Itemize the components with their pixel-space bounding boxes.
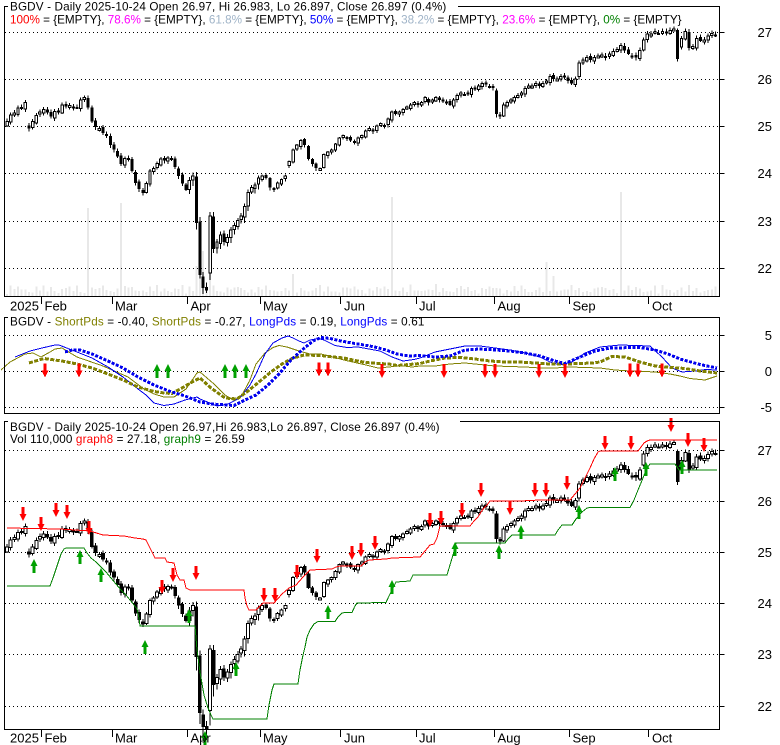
svg-text:100% = {EMPTY}, 78.6% = {EMPTY: 100% = {EMPTY}, 78.6% = {EMPTY}, 61.8% =… (10, 14, 682, 27)
svg-text:May: May (263, 731, 288, 745)
svg-text:Oct: Oct (652, 731, 673, 745)
svg-text:24: 24 (758, 596, 772, 611)
svg-text:23: 23 (758, 647, 772, 662)
svg-text:May: May (263, 299, 288, 314)
svg-text:23: 23 (758, 214, 772, 229)
svg-text:BGDV - Daily 2025-10-24 Open 2: BGDV - Daily 2025-10-24 Open 26.97, Hi 2… (10, 1, 446, 14)
svg-text:24: 24 (758, 166, 772, 181)
svg-text:Apr: Apr (191, 299, 212, 314)
svg-text:5: 5 (765, 328, 772, 343)
svg-text:22: 22 (758, 261, 772, 276)
svg-text:Mar: Mar (115, 299, 138, 314)
svg-text:Feb: Feb (45, 731, 67, 745)
svg-text:BGDV - ShortPds = -0.40, Short: BGDV - ShortPds = -0.40, ShortPds = -0.2… (10, 316, 425, 329)
svg-text:25: 25 (758, 545, 772, 560)
svg-text:Jul: Jul (419, 731, 436, 745)
svg-text:26: 26 (758, 72, 772, 87)
svg-text:Aug: Aug (498, 299, 521, 314)
svg-text:2025: 2025 (10, 299, 39, 314)
svg-text:27: 27 (758, 25, 772, 40)
svg-text:26: 26 (758, 494, 772, 509)
svg-text:Apr: Apr (191, 731, 212, 745)
svg-text:0: 0 (765, 364, 772, 379)
svg-text:-5: -5 (760, 400, 772, 415)
svg-text:Feb: Feb (45, 299, 67, 314)
svg-text:Jun: Jun (344, 299, 365, 314)
svg-text:Vol 110,000 graph8 = 27.18, gr: Vol 110,000 graph8 = 27.18, graph9 = 26.… (10, 433, 245, 446)
svg-text:25: 25 (758, 119, 772, 134)
svg-text:Oct: Oct (652, 299, 673, 314)
svg-text:Sep: Sep (573, 731, 596, 745)
svg-text:Jun: Jun (344, 731, 365, 745)
svg-text:Jul: Jul (419, 299, 436, 314)
svg-text:27: 27 (758, 443, 772, 458)
svg-text:22: 22 (758, 699, 772, 714)
svg-text:Sep: Sep (573, 299, 596, 314)
svg-text:Mar: Mar (115, 731, 138, 745)
svg-text:BGDV - Daily 2025-10-24 Open 2: BGDV - Daily 2025-10-24 Open 26.97,Hi 26… (10, 421, 440, 434)
svg-text:2025: 2025 (10, 731, 39, 745)
svg-text:Aug: Aug (498, 731, 521, 745)
